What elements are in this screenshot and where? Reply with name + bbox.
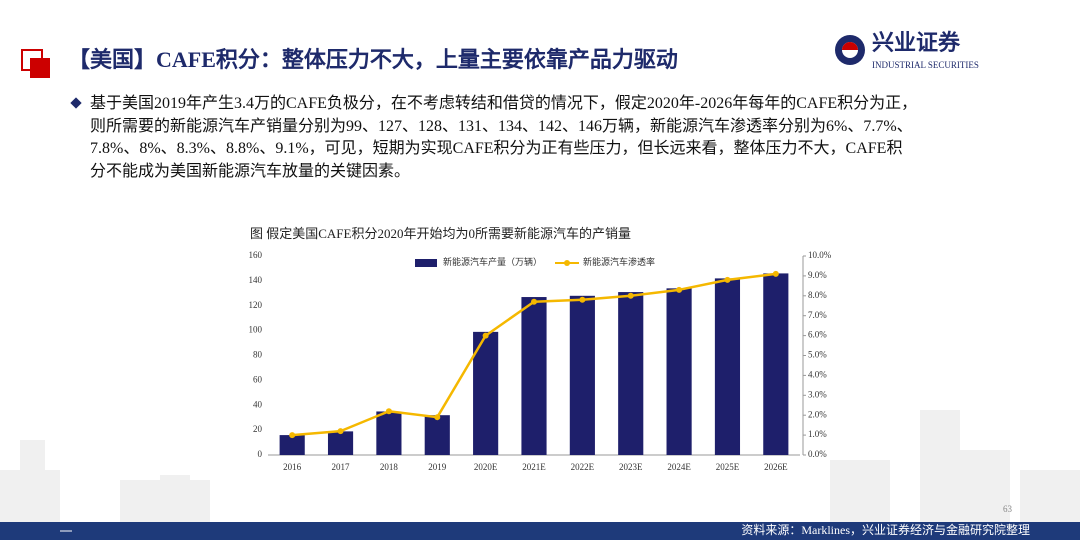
y2-tick-label: 10.0%: [808, 250, 832, 260]
legend-swatch: [415, 259, 437, 267]
logo-mark-red: [842, 42, 858, 50]
bar: [327, 431, 354, 455]
x-tick-label: 2021E: [522, 462, 546, 472]
y2-tick-label: 2.0%: [808, 409, 827, 419]
bar: [618, 292, 644, 455]
bar: [666, 288, 692, 455]
bullet-line: 分不能成为美国新能源汽车放量的关键因素。: [90, 162, 411, 180]
line-point: [385, 408, 392, 415]
line-point: [724, 276, 731, 283]
y2-tick-label: 7.0%: [808, 310, 827, 320]
x-tick-label: 2026E: [764, 462, 788, 472]
y2-tick-label: 8.0%: [808, 290, 827, 300]
bar: [714, 278, 741, 455]
bullet-line: 7.8%、8%、8.3%、8.8%、9.1%，可见，短期为实现CAFE积分为正有…: [90, 140, 903, 157]
line-point: [772, 270, 779, 277]
bar: [569, 295, 595, 455]
y-tick-label: 20: [253, 424, 263, 434]
x-tick-label: 2017: [332, 462, 351, 472]
y-tick-label: 120: [249, 300, 263, 310]
line-point: [482, 332, 489, 339]
y-tick-label: 160: [249, 250, 263, 260]
bar: [763, 273, 789, 455]
bar: [521, 297, 547, 455]
y2-tick-label: 0.0%: [808, 449, 827, 459]
y2-tick-label: 4.0%: [808, 369, 827, 379]
footer-bar: [0, 522, 1080, 540]
bar: [279, 435, 305, 455]
bullet-line: 则所需要的新能源汽车产销量分别为99、127、128、131、134、142、1…: [90, 117, 913, 135]
x-tick-label: 2018: [380, 462, 399, 472]
source: 资料来源：Marklines，兴业证券经济与金融研究院整理: [741, 522, 1030, 537]
y2-tick-label: 9.0%: [808, 270, 827, 280]
x-tick-label: 2022E: [571, 462, 595, 472]
x-tick-label: 2020E: [474, 462, 498, 472]
x-tick-label: 2024E: [667, 462, 691, 472]
y-tick-label: 100: [249, 325, 263, 335]
y2-tick-label: 3.0%: [808, 389, 827, 399]
y-tick-label: 80: [253, 350, 263, 360]
x-tick-label: 2016: [283, 462, 302, 472]
line-point: [289, 432, 296, 439]
legend-swatch: [564, 260, 570, 266]
bar: [424, 415, 450, 455]
line-point: [579, 296, 586, 303]
page-number: 63: [1003, 504, 1013, 514]
bar: [473, 331, 499, 455]
y-tick-label: 40: [253, 399, 263, 409]
y-tick-label: 0: [258, 449, 263, 459]
icon-square: [30, 58, 50, 78]
x-tick-label: 2025E: [716, 462, 740, 472]
skyline: [0, 410, 1080, 522]
y2-tick-label: 1.0%: [808, 429, 827, 439]
bar: [376, 411, 402, 455]
bullet-line: 基于美国2019年产生3.4万的CAFE负极分，在不考虑转结和借贷的情况下，假定…: [90, 95, 918, 112]
bullet-text: 基于美国2019年产生3.4万的CAFE负极分，在不考虑转结和借贷的情况下，假定…: [90, 93, 917, 183]
line-point: [531, 298, 537, 305]
slide-title: 【美国】CAFE积分：整体压力不大，上量主要依靠产品力驱动: [68, 47, 678, 72]
line-point: [337, 428, 344, 435]
y-tick-label: 60: [253, 374, 263, 384]
x-tick-label: 2019: [428, 462, 447, 472]
line-point: [676, 286, 683, 293]
line-point: [434, 414, 441, 421]
y-tick-label: 140: [249, 275, 263, 285]
legend-label: 新能源汽车产量（万辆）: [443, 256, 542, 267]
y2-tick-label: 5.0%: [808, 350, 827, 360]
chart-title: 图 假定美国CAFE积分2020年开始均为0所需要新能源汽车的产销量: [250, 226, 631, 241]
logo-cn: 兴业证券: [872, 30, 961, 55]
line-point: [627, 292, 634, 299]
logo-en: INDUSTRIAL SECURITIES: [872, 60, 979, 70]
legend-label: 新能源汽车渗透率: [583, 256, 655, 267]
x-tick-label: 2023E: [619, 462, 643, 472]
y2-tick-label: 6.0%: [808, 330, 827, 340]
